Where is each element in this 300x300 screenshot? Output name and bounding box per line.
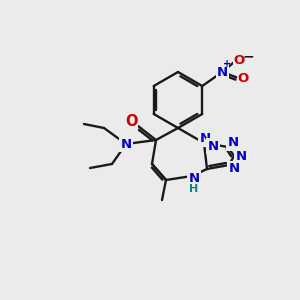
Text: N: N — [207, 140, 219, 152]
Text: N: N — [217, 65, 228, 79]
Text: +: + — [223, 59, 231, 69]
Text: N: N — [188, 172, 200, 184]
Text: O: O — [234, 55, 245, 68]
Text: H: H — [189, 184, 199, 194]
Text: N: N — [227, 136, 239, 149]
Text: O: O — [238, 73, 249, 85]
Text: O: O — [125, 113, 137, 128]
Text: N: N — [120, 137, 132, 151]
Text: N: N — [228, 163, 240, 176]
Text: −: − — [242, 49, 254, 63]
Text: N: N — [236, 149, 247, 163]
Text: N: N — [200, 133, 211, 146]
